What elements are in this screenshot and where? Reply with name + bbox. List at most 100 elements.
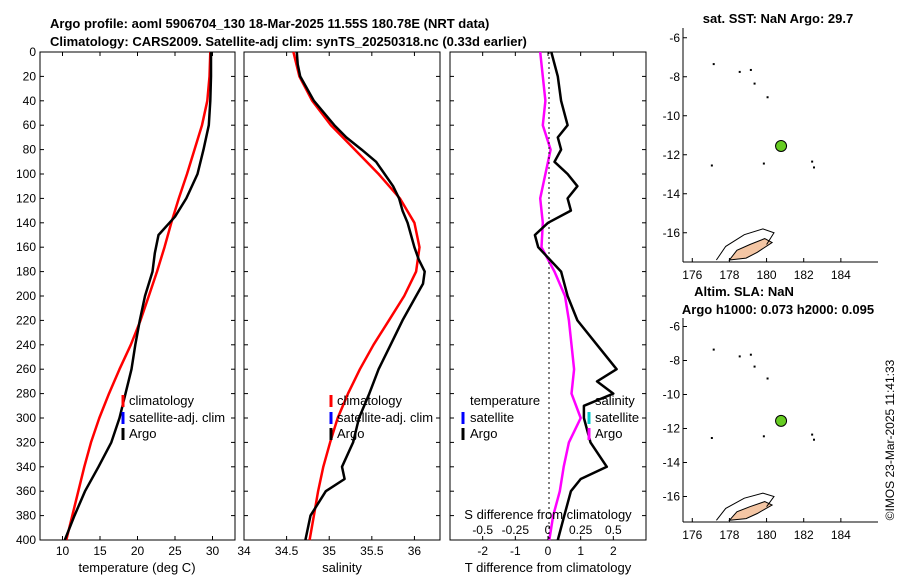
island xyxy=(710,437,713,439)
temperature-argo-line xyxy=(63,52,213,541)
map-y-tick-label: -10 xyxy=(663,109,681,123)
land-patch xyxy=(728,501,774,521)
map-x-tick-label: 178 xyxy=(719,528,739,542)
map-x-tick-label: 182 xyxy=(794,268,814,282)
x-tick-label: 34.5 xyxy=(275,544,299,558)
difference-axes xyxy=(449,51,647,541)
y-tick-label: 60 xyxy=(23,118,37,132)
x-tick-label: 20 xyxy=(131,544,145,558)
land-patch xyxy=(728,238,774,261)
title-line-2: Climatology: CARS2009. Satellite-adj cli… xyxy=(50,34,527,49)
island xyxy=(762,162,765,165)
map-x-tick-label: 176 xyxy=(682,528,702,542)
y-tick-label: 200 xyxy=(16,289,36,303)
map-bottom-title-2: Argo h1000: 0.073 h2000: 0.095 xyxy=(682,302,874,317)
legend-label-t-argo: Argo xyxy=(470,426,497,441)
y-tick-label: 40 xyxy=(23,94,37,108)
x-tick-label: -2 xyxy=(477,544,488,558)
x-tick-label: 0 xyxy=(545,544,552,558)
island xyxy=(766,96,769,99)
x2-tick-label: -0.25 xyxy=(502,523,530,537)
island xyxy=(712,348,715,351)
legend-label-argo: Argo xyxy=(129,426,156,441)
map-top-title: sat. SST: NaN Argo: 29.7 xyxy=(703,11,854,26)
x2-tick-label: 0 xyxy=(545,523,552,537)
island xyxy=(749,353,752,356)
y-tick-label: 100 xyxy=(16,167,36,181)
island xyxy=(738,70,741,73)
island xyxy=(738,355,741,358)
temperature-legend: climatology satellite-adj. clim Argo xyxy=(121,393,225,441)
y-tick-label: 320 xyxy=(16,435,36,449)
y-tick-label: 220 xyxy=(16,313,36,327)
island xyxy=(710,164,713,167)
y-tick-label: 20 xyxy=(23,69,37,83)
x-tick-label: 10 xyxy=(56,544,70,558)
x2-tick-label: -0.5 xyxy=(472,523,493,537)
depth-axis: 0 20 40 60 80 100 120 140 160 180 200 220 240 260 280 3… xyxy=(16,45,646,547)
reef-outline xyxy=(716,492,775,521)
map-y-tick-label: -6 xyxy=(669,31,680,45)
x-tick-label: -1 xyxy=(510,544,521,558)
salinity-climatology-line xyxy=(292,51,421,541)
salinity-plot: 34 34.5 35 35.5 36 xyxy=(237,51,426,558)
legend-label-climatology: climatology xyxy=(337,393,403,408)
x2-tick-label: 0.5 xyxy=(605,523,622,537)
y-tick-label: 140 xyxy=(16,216,36,230)
difference-legend: temperature satellite Argo salinity sate… xyxy=(461,393,639,441)
legend-label-satellite: satellite-adj. clim xyxy=(337,410,433,425)
temperature-plot: 10 15 20 25 30 xyxy=(56,51,220,558)
x-tick-label: 15 xyxy=(93,544,107,558)
salinity-argo-line xyxy=(295,51,426,541)
legend-title-temperature: temperature xyxy=(470,393,540,408)
legend-label-argo: Argo xyxy=(337,426,364,441)
map-bottom-title-1: Altim. SLA: NaN xyxy=(694,284,794,299)
x-tick-label: 2 xyxy=(610,544,617,558)
island xyxy=(753,82,756,85)
legend-label-t-satellite: satellite xyxy=(470,410,514,425)
map-y-tick-label: -10 xyxy=(663,388,681,402)
x-tick-label: 30 xyxy=(206,544,220,558)
x-tick-label: 35.5 xyxy=(360,544,384,558)
map-y-tick-label: -14 xyxy=(663,456,681,470)
map-bottom: -6 -8 -10 -12 -14 -16 176 178 180 182 184 xyxy=(663,318,878,542)
island xyxy=(813,166,815,169)
y-tick-label: 80 xyxy=(23,143,37,157)
t-difference-xlabel: T difference from climatology xyxy=(465,560,632,575)
legend-label-satellite: satellite-adj. clim xyxy=(129,410,225,425)
island xyxy=(813,438,815,441)
y-tick-label: 340 xyxy=(16,460,36,474)
y-tick-label: 380 xyxy=(16,509,36,523)
s-difference-xlabel: S difference from climatology xyxy=(464,507,632,522)
island xyxy=(811,160,814,163)
temperature-axes xyxy=(39,51,236,541)
argo-position-marker xyxy=(775,139,788,152)
x-tick-label: 1 xyxy=(577,544,584,558)
timestamp: ©IMOS 23-Mar-2025 11:41:33 xyxy=(883,359,897,520)
map-y-tick-label: -14 xyxy=(663,187,681,201)
island xyxy=(762,435,765,438)
x2-tick-label: 0.25 xyxy=(569,523,593,537)
x-tick-label: 35 xyxy=(323,544,337,558)
map-x-tick-label: 182 xyxy=(794,528,814,542)
map-x-tick-label: 180 xyxy=(757,268,777,282)
reef-outline xyxy=(715,228,775,261)
legend-title-salinity: salinity xyxy=(595,393,635,408)
title-line-1: Argo profile: aoml 5906704_130 18-Mar-20… xyxy=(50,16,489,31)
island xyxy=(749,68,752,71)
map-y-tick-label: -12 xyxy=(663,148,681,162)
map-y-tick-label: -6 xyxy=(669,320,680,334)
temperature-difference-line xyxy=(533,51,618,541)
map-x-tick-label: 180 xyxy=(757,528,777,542)
island xyxy=(753,365,756,368)
y-tick-label: 260 xyxy=(16,362,36,376)
island xyxy=(811,433,814,436)
legend-label-climatology: climatology xyxy=(129,393,195,408)
salinity-legend: climatology satellite-adj. clim Argo xyxy=(329,393,433,441)
legend-label-s-satellite: satellite xyxy=(595,410,639,425)
argo-position-marker xyxy=(775,414,788,427)
map-x-tick-label: 184 xyxy=(831,268,851,282)
y-tick-label: 400 xyxy=(16,533,36,547)
y-tick-label: 360 xyxy=(16,484,36,498)
